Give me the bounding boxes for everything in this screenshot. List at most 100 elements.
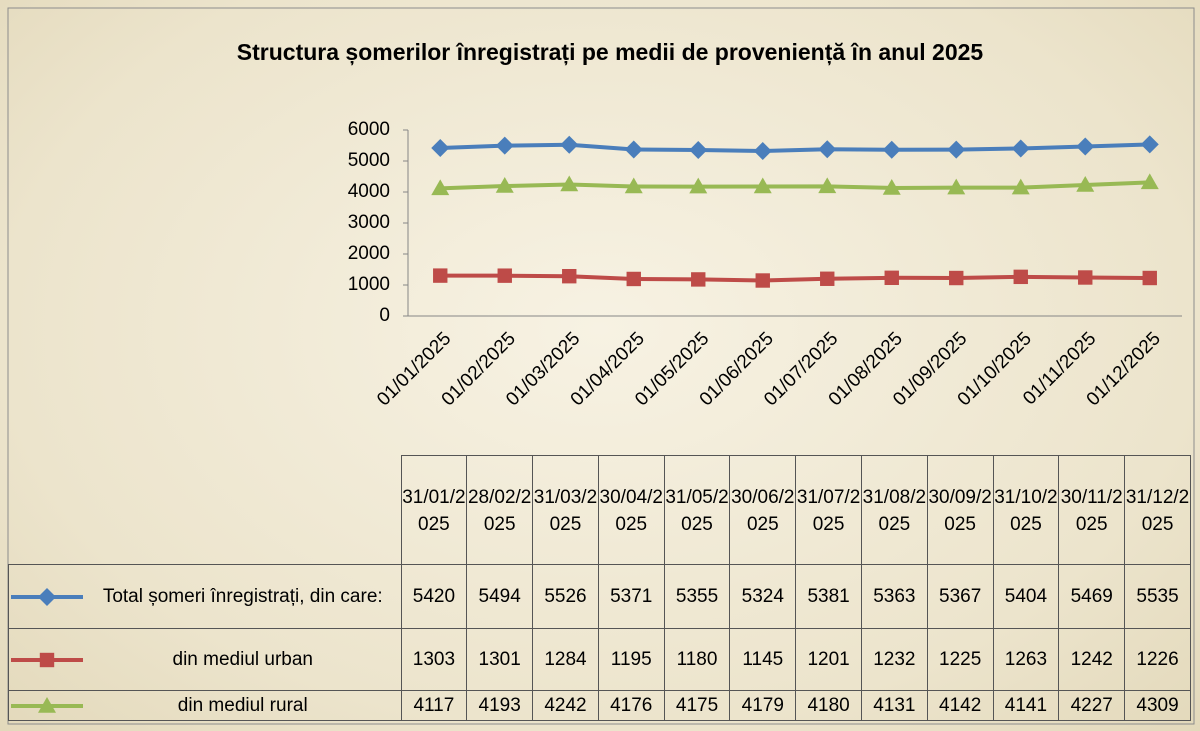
table-value: 1145 (729, 628, 797, 691)
table-value: 1242 (1058, 628, 1126, 691)
legend-label: din mediul urban (172, 649, 313, 670)
column-header: 30/09/2025 (926, 455, 994, 565)
column-header: 31/01/2025 (400, 455, 468, 565)
marker (1140, 135, 1159, 154)
table-value: 4131 (860, 690, 928, 721)
table-value: 4227 (1058, 690, 1126, 721)
marker (949, 270, 964, 286)
table-value: 1263 (992, 628, 1060, 691)
legend-label: Total șomeri înregistrați, din care: (102, 586, 383, 607)
table-value: 1201 (795, 628, 862, 691)
chart-title: Structura șomerilor înregistrați pe medi… (236, 39, 984, 65)
table-value: 5526 (532, 564, 599, 629)
table-value: 4142 (926, 690, 994, 721)
table-value: 5367 (926, 564, 994, 629)
column-header: 30/06/2025 (729, 455, 797, 565)
legend-cell: Total șomeri înregistrați, din care: (8, 564, 402, 629)
marker (562, 268, 577, 284)
table-header: 31/01/2025 28/02/2025 31/03/2025 30/04/2025… (8, 455, 1191, 565)
table-value: 5371 (597, 564, 665, 629)
table-value: 4180 (795, 690, 862, 721)
legend-entry: din mediul rural (9, 692, 401, 719)
series-line (440, 142, 1150, 153)
marker (1078, 270, 1093, 285)
marker (39, 652, 55, 667)
table-value: 1301 (466, 628, 534, 691)
table-value: 4176 (597, 690, 665, 721)
column-header: 31/05/2025 (663, 455, 731, 565)
table-value: 5363 (860, 564, 928, 629)
y-tick-label: 2000 (348, 243, 390, 264)
legend-key (11, 587, 83, 606)
table-value: 5355 (663, 564, 731, 629)
marker (560, 175, 579, 192)
marker (689, 140, 708, 159)
series-line (440, 180, 1150, 191)
marker (1076, 175, 1095, 192)
marker (820, 271, 835, 286)
table-row: Total șomeri înregistrați, din care: 5420… (8, 564, 1191, 629)
legend-cell: din mediul urban (8, 628, 402, 691)
marker (882, 178, 901, 195)
table-value: 1226 (1124, 628, 1191, 691)
table-value: 4117 (400, 690, 468, 721)
table-value: 4242 (532, 690, 599, 721)
marker (882, 140, 901, 159)
marker (38, 587, 56, 606)
table-value: 5404 (992, 564, 1060, 629)
chart-border (7, 7, 1195, 725)
data-table: 31/01/2025 28/02/2025 31/03/2025 30/04/2025… (8, 455, 1191, 721)
table-value: 5469 (1058, 564, 1126, 629)
table-value: 4309 (1124, 690, 1191, 721)
marker (1142, 270, 1157, 286)
y-tick-label: 3000 (348, 212, 390, 233)
legend-label: din mediul rural (177, 695, 308, 716)
marker (1140, 173, 1159, 190)
marker (433, 268, 448, 283)
legend-entry: din mediul urban (9, 646, 401, 673)
marker (560, 135, 579, 154)
column-header: 30/11/2025 (1058, 455, 1126, 565)
y-tick-label: 1000 (348, 274, 390, 295)
marker (818, 177, 837, 194)
column-header: 31/12/2025 (1124, 455, 1191, 565)
marker (497, 268, 512, 283)
marker (1076, 137, 1095, 156)
marker (1013, 269, 1028, 285)
table-value: 4175 (663, 690, 731, 721)
column-header: 31/07/2025 (795, 455, 862, 565)
marker (626, 271, 641, 287)
marker (624, 140, 643, 159)
y-tick-label: 6000 (348, 119, 390, 140)
table-value: 4193 (466, 690, 534, 721)
legend-key (11, 652, 83, 667)
legend-entry: Total șomeri înregistrați, din care: (9, 583, 401, 610)
column-header: 28/02/2025 (466, 455, 534, 565)
marker (689, 177, 708, 194)
table-value: 5535 (1124, 564, 1191, 629)
marker (1011, 178, 1030, 195)
table-row: din mediul rural 4117 4193 4242 4176 4175 4179… (8, 690, 1191, 721)
table-row: din mediul urban 1303 1301 1284 1195 1180 1145… (8, 628, 1191, 691)
table-value: 4141 (992, 690, 1060, 721)
table-value: 5494 (466, 564, 534, 629)
column-header: 30/04/2025 (597, 455, 665, 565)
y-tick-label: 4000 (348, 181, 390, 202)
marker (755, 273, 770, 288)
marker (691, 272, 706, 287)
marker (753, 141, 772, 160)
table-value: 4179 (729, 690, 797, 721)
column-header: 31/08/2025 (860, 455, 928, 565)
y-tick-label: 0 (379, 305, 390, 326)
marker (753, 177, 772, 194)
table-value: 1195 (597, 628, 665, 691)
corner-cell (8, 455, 401, 565)
title-box: Structura șomerilor înregistrați pe medi… (236, 39, 984, 65)
table-value: 5324 (729, 564, 797, 629)
marker (1011, 139, 1030, 158)
series-line (440, 273, 1150, 283)
legend-cell: din mediul rural (8, 690, 402, 721)
y-tick-label: 5000 (348, 150, 390, 171)
column-header: 31/03/2025 (532, 455, 599, 565)
